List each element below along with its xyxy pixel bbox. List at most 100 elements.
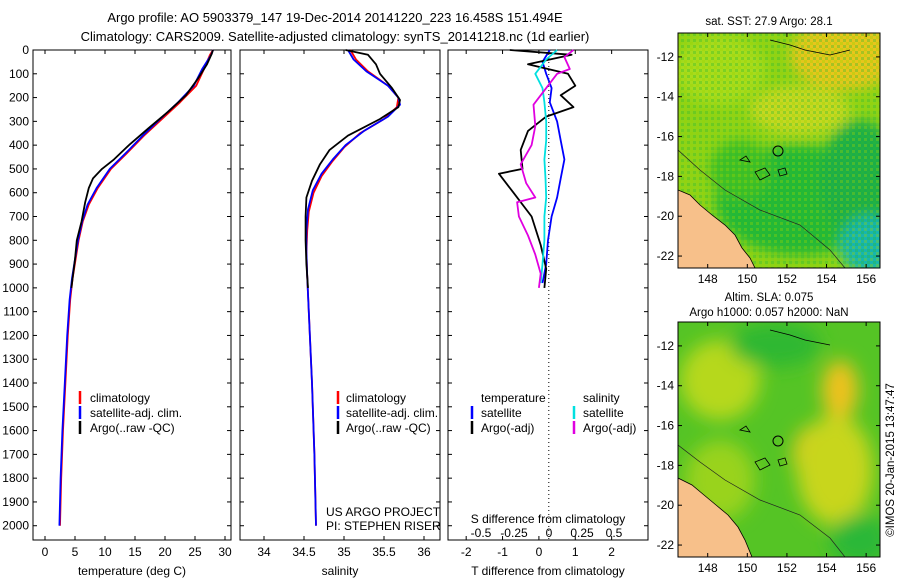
s-tick-0-5: 0.5: [606, 526, 623, 540]
legend-s-argo-label: Argo(-adj): [583, 421, 636, 435]
y-tick-label: 600: [9, 186, 29, 200]
legend-satellite-label: satellite-adj. clim.: [346, 406, 438, 420]
difference-legend: temperature salinity satellite Argo(-adj…: [470, 391, 636, 435]
y-tick-label: 1200: [2, 328, 29, 342]
island-outline: [738, 155, 788, 181]
y-tick-label: 2000: [2, 519, 29, 533]
map-y-tick-label: -16: [657, 419, 675, 433]
x-tick-label: 0: [536, 545, 543, 559]
sla-map-field: [678, 322, 880, 557]
salinity-axes-frame: [239, 49, 441, 541]
map-x-tick-label: 152: [777, 272, 797, 286]
map-x-tick-label: 156: [856, 561, 876, 575]
y-tick-label: 1400: [2, 376, 29, 390]
sla-map-title-1: Altim. SLA: 0.075: [725, 292, 814, 304]
x-tick-label: 34: [257, 545, 271, 559]
map-x-tick-label: 156: [856, 272, 876, 286]
legend-argo-label: Argo(..raw -QC): [346, 421, 431, 435]
salinity-panel: 34 34.5 35 35.5 36 salinity climatology sate…: [239, 49, 441, 578]
principal-investigator: PI: STEPHEN RISER: [326, 519, 441, 533]
legend-climatology-label: climatology: [90, 391, 150, 405]
map-x-tick-label: 150: [737, 272, 757, 286]
salinity-x-ticks: 34 34.5 35 35.5 36: [257, 50, 431, 559]
s-tick-neg-0-25: -0.25: [500, 526, 528, 540]
map-y-tick-label: -12: [657, 50, 675, 64]
x-tick-label: 0: [42, 545, 49, 559]
x-tick-label: 20: [158, 545, 172, 559]
map-y-tick-label: -18: [657, 169, 675, 183]
map-x-tick-label: 154: [817, 272, 837, 286]
y-tick-label: 1700: [2, 447, 29, 461]
series-line-argo-raw-qc-: [304, 49, 401, 288]
project-name: US ARGO PROJECT: [326, 505, 441, 519]
legend-t-argo-label: Argo(-adj): [481, 421, 534, 435]
x-tick-label: 1: [572, 545, 579, 559]
salinity-y-ticks: [240, 49, 440, 527]
y-tick-label: 500: [9, 162, 29, 176]
x-tick-label: 5: [72, 545, 79, 559]
imos-credit: ©IMOS 20-Jan-2015 13:47:47: [885, 383, 897, 537]
t-difference-label: T difference from climatology: [471, 564, 625, 578]
argo-location-marker: [772, 145, 784, 157]
title-line-1: Argo profile: AO 5903379_147 19-Dec-2014…: [107, 10, 563, 25]
legend-satellite-label: satellite-adj. clim.: [90, 406, 182, 420]
reef-outline: [769, 329, 831, 346]
land-mass: [678, 477, 753, 557]
map-y-tick-label: -22: [657, 249, 675, 263]
s-tick-0: 0: [546, 526, 553, 540]
x-tick-label: 36: [417, 545, 431, 559]
x-tick-label: 35.5: [372, 545, 396, 559]
x-tick-label: 30: [218, 545, 232, 559]
y-tick-label: 200: [9, 91, 29, 105]
legend-climatology-label: climatology: [346, 391, 406, 405]
x-tick-label: 10: [98, 545, 112, 559]
map-y-tick-label: -14: [657, 90, 675, 104]
x-tick-label: 15: [128, 545, 142, 559]
s-difference-ticklabels: -0.5 -0.25 0 0.25 0.5: [471, 526, 623, 540]
salinity-legend: climatology satellite-adj. clim. Argo(..…: [336, 391, 438, 435]
sla-map-panel: Altim. SLA: 0.075 Argo h1000: 0.057 h200…: [657, 292, 881, 575]
x-tick-label: 2: [608, 545, 615, 559]
map-y-tick-label: -20: [657, 209, 675, 223]
land-mass: [678, 189, 756, 268]
map-y-tick-label: -12: [657, 339, 675, 353]
y-tick-label: 700: [9, 210, 29, 224]
map-y-tick-label: -22: [657, 538, 675, 552]
legend-argo-label: Argo(..raw -QC): [90, 421, 175, 435]
map-x-tick-label: 150: [737, 561, 757, 575]
y-tick-label: 800: [9, 233, 29, 247]
s-difference-label: S difference from climatology: [471, 512, 626, 526]
shelf-contour: [678, 149, 846, 268]
difference-axes-frame: [447, 49, 649, 541]
reef-outline: [769, 39, 851, 56]
series-line-t-argo-adj-: [497, 49, 577, 288]
y-tick-label: 1600: [2, 424, 29, 438]
map-y-tick-label: -16: [657, 130, 675, 144]
y-tick-label: 1100: [3, 305, 29, 319]
s-tick-neg-0-5: -0.5: [471, 526, 492, 540]
sst-map-ticks: 148 150 152 154 156 -12 -14 -16 -18 -20 -22: [657, 33, 880, 286]
temperature-xlabel: temperature (deg C): [78, 564, 186, 578]
difference-panel: -2 -1 0 1 2 S difference from climatology -0…: [447, 49, 649, 578]
map-y-tick-label: -18: [657, 458, 675, 472]
sla-map-title-2: Argo h1000: 0.057 h2000: NaN: [689, 307, 848, 319]
s-tick-0-25: 0.25: [570, 526, 594, 540]
y-tick-label: 900: [9, 257, 29, 271]
difference-lines: [497, 49, 577, 289]
temperature-axes-frame: [32, 49, 232, 541]
y-tick-label: 100: [9, 67, 29, 81]
temperature-legend: climatology satellite-adj. clim. Argo(..…: [78, 391, 182, 435]
legend-header-salinity: salinity: [583, 391, 620, 405]
temperature-lines: [58, 49, 214, 526]
series-line-s-satellite: [534, 49, 558, 284]
sst-map-panel: sat. SST: 27.9 Argo: 28.1 148 150 152 154 15…: [657, 16, 881, 286]
y-tick-label: 1500: [2, 400, 29, 414]
x-tick-label: 35: [337, 545, 351, 559]
island-outline: [738, 425, 788, 471]
sla-map-frame: [677, 321, 881, 558]
series-line-satellite-adj-clim-: [58, 49, 214, 526]
y-tick-label: 1000: [2, 281, 29, 295]
y-tick-label: 1800: [2, 471, 29, 485]
sst-map-frame: [677, 32, 881, 269]
